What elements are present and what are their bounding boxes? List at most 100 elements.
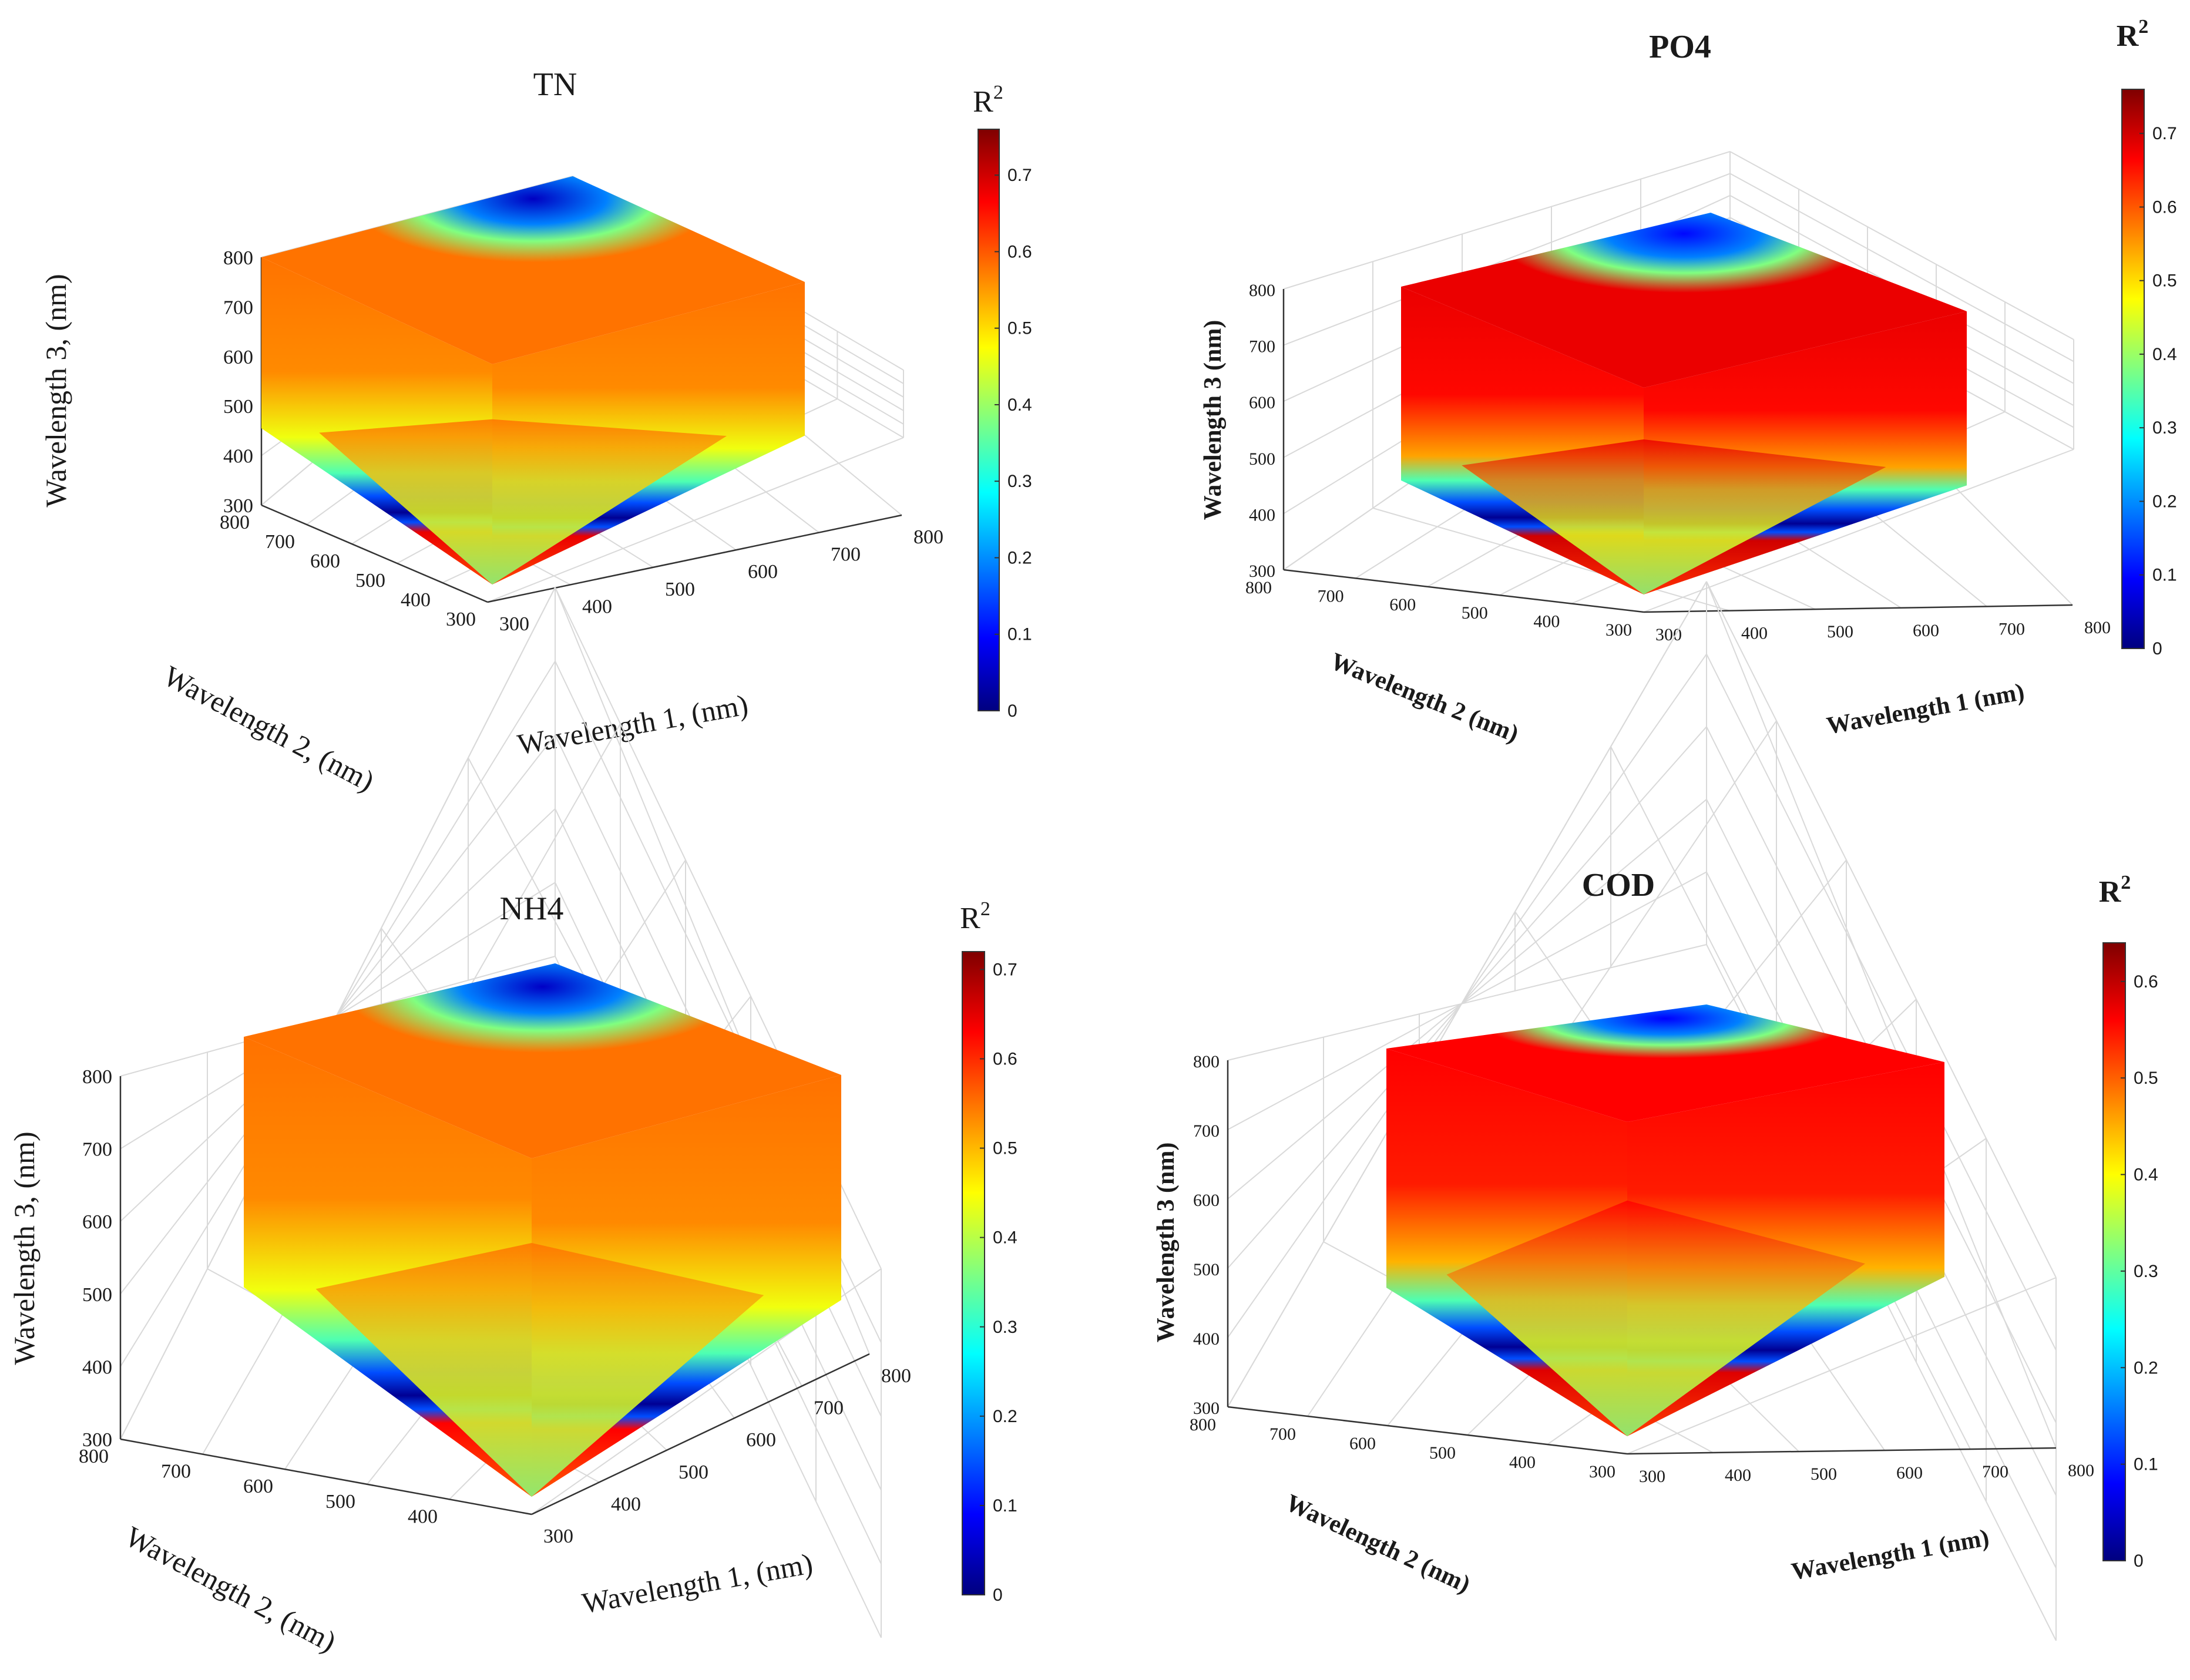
y-tick-label: 500: [1462, 603, 1488, 623]
colorbar-tick-label: 0.2: [2152, 492, 2177, 511]
x-tick-label: 500: [1811, 1464, 1837, 1484]
x-tick-label: 600: [746, 1429, 776, 1451]
y-axis-line: [261, 504, 488, 603]
colorbar-tick-label: 0.7: [1007, 166, 1032, 185]
z-tick-label: 400: [82, 1356, 112, 1378]
y-tick-label: 400: [1533, 612, 1560, 631]
z-tick-label: 700: [82, 1139, 112, 1161]
x-tick-label: 300: [499, 613, 529, 635]
y-tick-label: 700: [161, 1461, 191, 1483]
z-tick-label: 700: [1249, 337, 1275, 357]
y-tick-label: 600: [1349, 1434, 1376, 1453]
x-tick-label: 700: [1998, 619, 2025, 639]
y-axis-line: [1227, 1406, 1628, 1455]
y-tick-label: 400: [1509, 1453, 1536, 1472]
x-tick-label: 400: [582, 596, 612, 617]
y-tick-label: 600: [1389, 595, 1416, 614]
x-tick-label: 700: [1982, 1462, 2008, 1481]
x-tick-label: 700: [814, 1397, 844, 1419]
colorbar-tick-label: 0.6: [993, 1050, 1017, 1069]
colorbar-tick-label: 0: [993, 1585, 1003, 1605]
y-tick-label: 500: [355, 570, 385, 592]
z-tick-label: 300: [82, 1429, 112, 1451]
axes-nh4: [119, 1076, 870, 1516]
colorbar-label-exponent: 2: [2121, 872, 2131, 893]
z-tick-label: 800: [1249, 281, 1275, 300]
colorbar-tick-label: 0.6: [2134, 972, 2158, 992]
chart-title: NH4: [500, 891, 564, 927]
v-wedge: [319, 419, 727, 584]
x-tick-label: 500: [665, 579, 695, 600]
x-tick-label: 800: [2068, 1461, 2094, 1480]
colorbar-label-exponent: 2: [980, 898, 990, 920]
z-tick-label: 500: [82, 1284, 112, 1306]
colorbar-label-base: R: [2099, 875, 2122, 909]
z-tick-label: 600: [82, 1211, 112, 1233]
colorbar-label-base: R: [973, 85, 993, 119]
colorbar-gradient: [962, 951, 985, 1595]
x-axis-line: [531, 1353, 870, 1516]
colorbar-tick-label: 0.2: [2134, 1358, 2158, 1377]
x-axis-line: [1643, 604, 2073, 613]
colorbar-tick-label: 0.3: [993, 1318, 1017, 1337]
x-tick-label: 400: [1725, 1466, 1751, 1485]
z-tick-label: 300: [223, 495, 253, 517]
v-wedge: [315, 1243, 764, 1497]
x-axis-line: [487, 514, 902, 603]
top-face: [261, 176, 805, 364]
colorbar-tick-label: 0.5: [993, 1139, 1017, 1158]
x-tick-label: 300: [543, 1526, 573, 1547]
surface-cod: [1386, 1004, 1944, 1436]
colorbar-label-exponent: 2: [993, 82, 1003, 103]
axes-po4: [1282, 289, 2073, 613]
y-tick-label: 700: [265, 531, 295, 553]
chart-title: PO4: [1649, 29, 1711, 65]
y-axis-line: [120, 1438, 532, 1516]
z-tick-label: 300: [1193, 1399, 1220, 1418]
chart-title: COD: [1582, 867, 1655, 903]
colorbar-tick-label: 0.5: [1007, 319, 1032, 338]
x-tick-label: 700: [831, 544, 861, 566]
colorbar-tick-label: 0: [1007, 701, 1017, 721]
v-wedge: [1446, 1200, 1865, 1436]
y-tick-label: 300: [446, 609, 476, 630]
colorbar-po4: 0 0.1 0.2 0.3 0.4 0.5 0.6 0.7 R2: [2117, 16, 2177, 658]
y-axis-line: [1283, 569, 1644, 613]
colorbar-gradient: [2121, 89, 2145, 649]
z-tick-label: 600: [1193, 1191, 1220, 1210]
z-tick-label: 800: [82, 1066, 112, 1088]
colorbar-tick-label: 0.1: [1007, 625, 1032, 644]
y-tick-label: 300: [1605, 620, 1632, 640]
z-tick-label: 800: [1193, 1052, 1220, 1071]
colorbar-tn: 0 0.1 0.2 0.3 0.4 0.5 0.6 0.7 R2: [973, 82, 1032, 721]
z-tick-label: 700: [1193, 1121, 1220, 1141]
x-tick-label: 500: [1827, 622, 1853, 641]
ticks-tn: 3004005006007008003004005006007008003004…: [220, 247, 943, 635]
y-tick-label: 500: [1429, 1443, 1456, 1463]
panel-tn: 3004005006007008003004005006007008003004…: [39, 66, 1032, 798]
y-tick-label: 400: [408, 1506, 438, 1527]
y-tick-label: 300: [1589, 1462, 1615, 1481]
y-tick-label: 800: [220, 512, 250, 533]
z-axis-label: Wavelength 3, (nm): [39, 274, 72, 507]
y-tick-label: 600: [310, 550, 340, 572]
colorbar-label-base: R: [960, 902, 980, 935]
colorbar-label: R2: [2117, 16, 2149, 53]
z-tick-label: 400: [1249, 505, 1275, 525]
colorbar-tick-label: 0.1: [2134, 1455, 2158, 1474]
colorbar-tick-label: 0.6: [2152, 197, 2177, 217]
top-face: [244, 963, 841, 1158]
ticks-nh4: 3004005006007008004005006007008003004005…: [79, 1066, 911, 1547]
y-tick-label: 700: [1269, 1424, 1296, 1444]
colorbar-tick-label: 0.3: [2152, 418, 2177, 438]
z-axis-label: Wavelength 3 (nm): [1200, 320, 1227, 520]
x-tick-label: 800: [2084, 618, 2111, 637]
colorbar-tick-label: 0.3: [1007, 472, 1032, 491]
x-tick-label: 600: [1913, 621, 1939, 640]
colorbar-tick-label: 0.4: [1007, 395, 1032, 415]
x-tick-label: 400: [1741, 624, 1768, 643]
colorbar-tick-label: 0.6: [1007, 242, 1032, 261]
colorbar-tick-label: 0: [2152, 639, 2162, 658]
z-tick-label: 500: [223, 396, 253, 418]
